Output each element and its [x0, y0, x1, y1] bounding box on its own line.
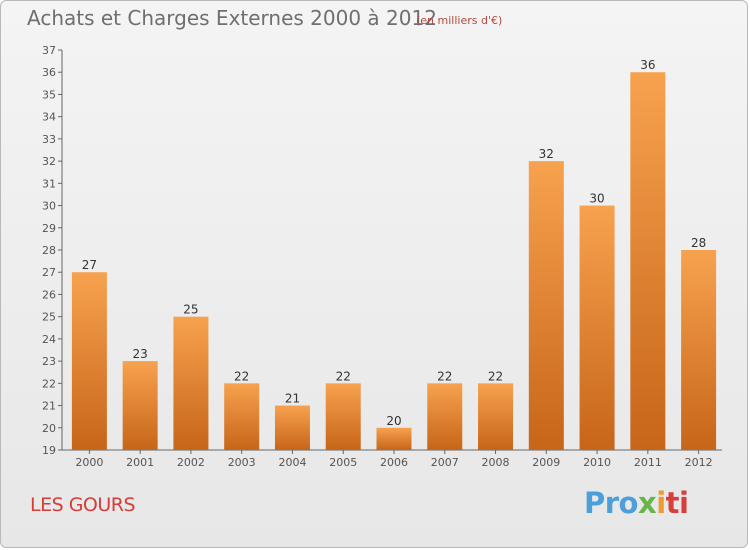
x-tick-label: 2005 [329, 456, 357, 469]
y-tick-label: 22 [42, 377, 56, 390]
y-tick-label: 36 [42, 66, 56, 79]
y-tick-label: 31 [42, 177, 56, 190]
chart-subtitle: (en milliers d'€) [416, 14, 503, 27]
bar-2012 [681, 250, 717, 450]
bar-2009 [528, 161, 564, 450]
y-tick-label: 21 [42, 400, 56, 413]
bar-2004 [274, 405, 310, 450]
bar-2010 [579, 205, 615, 450]
bar-2000 [71, 272, 107, 450]
y-tick-label: 19 [42, 444, 56, 457]
x-tick-label: 2007 [431, 456, 459, 469]
chart-axes: 19 20 21 22 23 24 25 26 27 28 29 30 31 32 33 34 35 36 37 20… [42, 44, 722, 469]
y-tick-label: 34 [42, 111, 56, 124]
brand-part-1: Pro [584, 486, 638, 520]
x-tick-label: 2011 [634, 456, 662, 469]
bar-2002 [173, 316, 209, 450]
bar-value-label: 36 [640, 58, 655, 72]
commune-name: LES GOURS [30, 494, 136, 516]
y-tick-label: 30 [42, 200, 56, 213]
x-tick-label: 2000 [75, 456, 103, 469]
bar-2011 [630, 72, 666, 450]
y-tick-label: 25 [42, 311, 56, 324]
x-tick-label: 2009 [532, 456, 560, 469]
y-tick-label: 26 [42, 288, 56, 301]
y-tick-label: 20 [42, 422, 56, 435]
chart-title: Achats et Charges Externes 2000 à 2012 [27, 6, 437, 30]
y-tick-label: 28 [42, 244, 56, 257]
y-tick-label: 24 [42, 333, 56, 346]
y-tick-label: 27 [42, 266, 56, 279]
bar-value-label: 25 [183, 303, 198, 317]
bar-value-label: 22 [437, 369, 452, 383]
x-tick-label: 2006 [380, 456, 408, 469]
brand-part-2: x [637, 486, 657, 520]
x-tick-label: 2001 [126, 456, 154, 469]
brand-part-4: ti [665, 486, 689, 520]
bar-value-label: 22 [234, 369, 249, 383]
x-tick-label: 2008 [482, 456, 510, 469]
brand-part-3: i [656, 486, 666, 520]
x-tick-label: 2010 [583, 456, 611, 469]
y-tick-label: 33 [42, 133, 56, 146]
bar-value-label: 30 [589, 192, 604, 206]
bar-value-label: 27 [82, 258, 97, 272]
bar-value-label: 32 [539, 147, 554, 161]
brand-logo: Proxiti [584, 486, 689, 520]
x-tick-label: 2004 [278, 456, 306, 469]
y-tick-label: 32 [42, 155, 56, 168]
y-tick-label: 23 [42, 355, 56, 368]
x-tick-label: 2002 [177, 456, 205, 469]
bar-value-label: 21 [285, 392, 300, 406]
bar-value-label: 22 [488, 369, 503, 383]
bar-2007 [427, 383, 463, 450]
bar-value-label: 20 [386, 414, 401, 428]
x-tick-label: 2012 [685, 456, 713, 469]
chart-bars: 27 23 25 22 21 22 20 22 22 32 30 36 28 [71, 58, 717, 450]
bar-value-label: 22 [336, 369, 351, 383]
y-tick-label: 29 [42, 222, 56, 235]
bar-2005 [325, 383, 361, 450]
bar-2008 [478, 383, 514, 450]
bar-2001 [122, 361, 158, 450]
y-tick-label: 35 [42, 88, 56, 101]
y-tick-label: 37 [42, 44, 56, 57]
bar-2006 [376, 427, 412, 450]
x-tick-label: 2003 [228, 456, 256, 469]
bar-value-label: 23 [133, 347, 148, 361]
bar-value-label: 28 [691, 236, 706, 250]
bar-2003 [224, 383, 260, 450]
